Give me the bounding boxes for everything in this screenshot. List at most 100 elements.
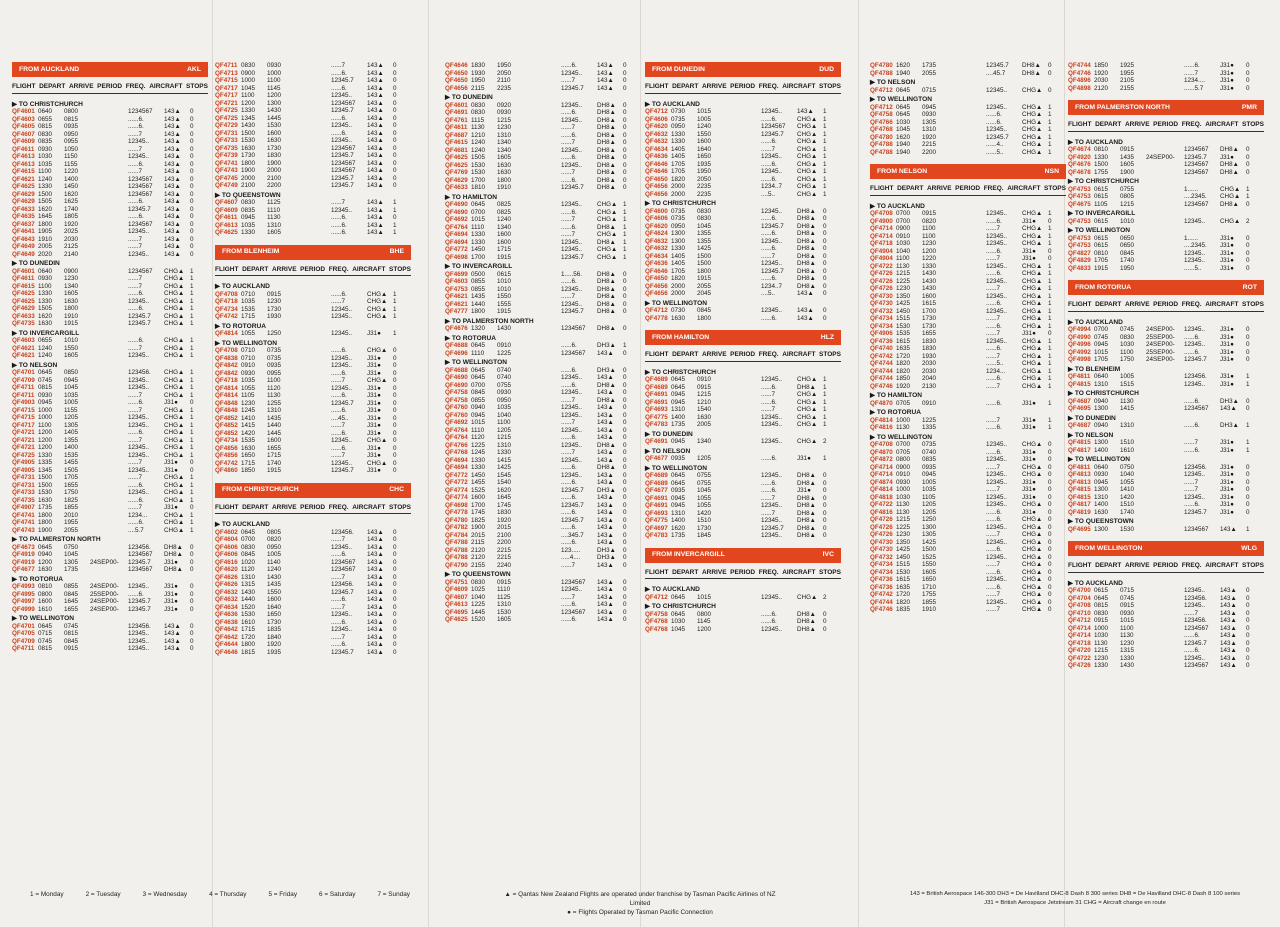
flight-cell xyxy=(293,566,331,574)
flight-cell: 0 xyxy=(393,182,397,189)
flight-cell: ......7 xyxy=(561,293,575,300)
flight-cell: J31● xyxy=(367,392,381,399)
flight-cell: 1605 xyxy=(497,616,512,623)
flight-cell: 1200 xyxy=(38,429,53,436)
flight-cell: 1900 xyxy=(267,159,282,167)
column-header: PERIOD xyxy=(955,185,981,192)
flight-row: QF4741 1800 1955 ......6. CHG▲ 1 xyxy=(12,519,208,527)
flight-cell: 12345.. xyxy=(761,153,783,160)
flight-row: QF4717 1100 1305 12345.. CHG▲ 1 xyxy=(12,422,208,430)
days-legend: 1 = Monday 2 = Tuesday 3 = Wednesday 4 =… xyxy=(30,890,410,899)
flight-cell: 1234567 xyxy=(128,190,153,198)
flight-cell xyxy=(523,177,561,185)
flight-cell: QF4609 xyxy=(12,138,35,145)
flight-cell xyxy=(293,347,331,355)
flight-cell: DH3▲ xyxy=(1220,397,1239,405)
flight-row: QF4646 1705 1800 12345.7 DH8▲ 0 xyxy=(645,268,841,276)
flight-cell: ......6. xyxy=(331,641,347,648)
flight-cell: 1830 xyxy=(497,509,512,516)
flight-cell: DH8▲ xyxy=(1220,161,1239,168)
flight-cell: 143▲ xyxy=(164,123,181,130)
flight-cell: 0 xyxy=(393,611,397,618)
flight-row: QF4626 1315 1435 123456. 143▲ 0 xyxy=(215,581,411,589)
flight-row: QF4778 1745 1830 ......6. 143▲ 0 xyxy=(445,509,641,517)
flight-cell: 2005 xyxy=(38,243,53,250)
destination-heading: ▶ TO INVERCARGILL xyxy=(12,329,80,337)
flight-cell: ......7 xyxy=(761,406,775,413)
flight-cell: 1240 xyxy=(38,344,53,352)
flight-cell: ......6. xyxy=(986,111,1002,118)
flight-row: QF4656 2000 2235 ....5.. CHG▲ 1 xyxy=(645,191,841,199)
flight-cell: 1020 xyxy=(241,558,256,566)
flight-cell: CHG▲ xyxy=(164,474,185,481)
flight-cell: 1410 xyxy=(1120,486,1135,493)
flight-cell: 0810 xyxy=(38,583,53,590)
flight-cell: QF4730 xyxy=(870,546,893,553)
flight-cell: J31● xyxy=(1220,373,1234,380)
flight-row: QF4907 1735 1855 ......7 J31● 0 xyxy=(12,504,208,512)
timetable-column-5: QF4780 1620 1735 12345.7 DH8▲ 0 QF4788 1940 2055… xyxy=(870,62,1066,622)
flight-cell: 1 xyxy=(1048,424,1052,431)
flight-cell: 12345.. xyxy=(761,472,783,479)
flight-cell: 2200 xyxy=(922,148,937,156)
flight-row: QF4715 1000 1100 12345.7 143▲ 0 xyxy=(215,77,411,85)
column-header: ARRIVE xyxy=(701,83,727,90)
destination-heading: ▶ TO INVERCARGILL xyxy=(445,263,513,270)
flight-cell: QF4814 xyxy=(215,330,238,337)
flight-cell: 0 xyxy=(190,213,194,220)
flight-cell: QF4766 xyxy=(445,441,468,449)
flight-cell: ......6. xyxy=(331,347,347,354)
flight-cell: 1855 xyxy=(64,504,79,511)
flight-cell: 143▲ xyxy=(797,108,814,115)
flight-cell: 0 xyxy=(823,618,827,625)
flight-cell: 12345.7 xyxy=(331,77,354,84)
flight-cell: QF4694 xyxy=(445,238,468,246)
flight-cell xyxy=(523,147,561,155)
flight-cell: ......6. xyxy=(561,131,577,139)
flight-cell: 1130 xyxy=(896,424,910,431)
flight-cell: QF4714 xyxy=(1068,624,1091,632)
flight-cell: QF4601 xyxy=(12,108,35,115)
flight-cell: 0800 xyxy=(64,108,79,115)
flight-cell: 1915 xyxy=(497,308,512,315)
flight-cell: 1330 xyxy=(471,231,486,238)
flight-cell: 143▲ xyxy=(164,153,181,160)
flight-row: QF4607 0830 0950 ......7 143▲ 0 xyxy=(12,131,208,139)
flight-cell: 1500 xyxy=(38,190,53,198)
timetable-column-3: QF4646 1830 1950 ......6. 143▲ 0 QF4650 1930 205… xyxy=(445,62,641,632)
flight-cell: QF4721 xyxy=(12,429,35,436)
flight-row: QF4722 1230 1330 12345.. 143▲ 0 xyxy=(1068,655,1264,663)
flight-row: QF4638 1610 1730 ......6. 143▲ 0 xyxy=(215,619,411,627)
flight-cell: QF4633 xyxy=(12,312,35,320)
flight-cell: QF4677 xyxy=(645,455,668,462)
flight-cell: 1240 xyxy=(267,566,282,573)
flight-cell xyxy=(293,199,331,207)
flight-cell: 0 xyxy=(623,116,627,124)
flight-row: QF4656 2115 2235 12345.7 143▲ 0 xyxy=(445,85,641,93)
flight-cell: QF4817 xyxy=(1068,501,1091,508)
flight-cell xyxy=(523,301,561,309)
flight-cell: QF4712 xyxy=(645,108,668,115)
flight-cell: 0 xyxy=(623,434,627,441)
flight-cell: ......7 xyxy=(986,352,1000,360)
flight-cell xyxy=(948,599,986,607)
flight-cell: ......6. xyxy=(561,366,577,374)
section-title: FROM ROTORUA xyxy=(1075,283,1132,291)
flight-row: QF4677 0935 1205 ......6. J31● 1 xyxy=(645,455,841,463)
flight-cell xyxy=(293,604,331,612)
flight-cell: 24SEP00- xyxy=(90,583,119,590)
flight-cell: 0 xyxy=(623,404,627,411)
flight-row: QF4734 1535 1730 12345.. CHG▲ 1 xyxy=(215,306,411,314)
flight-cell: 1 xyxy=(190,305,194,312)
column-headers: FLIGHT DEPART ARRIVE PERIOD FREQ. AIRCRAFT STO… xyxy=(1068,562,1264,573)
flight-row: QF4615 1240 1340 ......7 DH8▲ 0 xyxy=(445,139,641,147)
flight-cell xyxy=(523,246,561,254)
flight-cell: 12345.. xyxy=(761,593,783,601)
flight-cell: QF4815 xyxy=(1068,439,1091,446)
flight-cell: QF4731 xyxy=(215,129,238,137)
flight-cell: QF4745 xyxy=(215,174,238,182)
flight-cell: QF4903 xyxy=(12,399,35,406)
flight-cell: 1234567 xyxy=(128,566,153,573)
flight-cell xyxy=(723,626,761,634)
flight-cell: QF4829 xyxy=(1068,257,1091,264)
